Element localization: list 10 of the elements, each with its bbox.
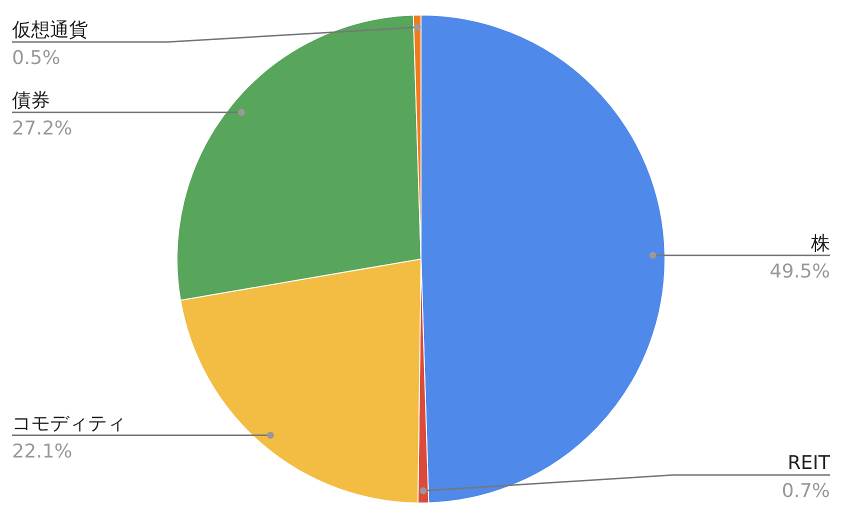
data-label: 0.7% (782, 480, 830, 502)
data-label: 0.5% (12, 47, 60, 69)
data-label: 49.5% (770, 260, 830, 282)
slice-label: 仮想通貨 (11, 19, 88, 41)
data-label: 27.2% (12, 117, 72, 140)
data-label: 22.1% (12, 440, 72, 462)
slice-label: コモディティ (12, 412, 126, 434)
slice-label: REIT (788, 452, 830, 474)
slice-label: 債券 (12, 89, 50, 112)
slice-label: 株 (810, 232, 830, 254)
